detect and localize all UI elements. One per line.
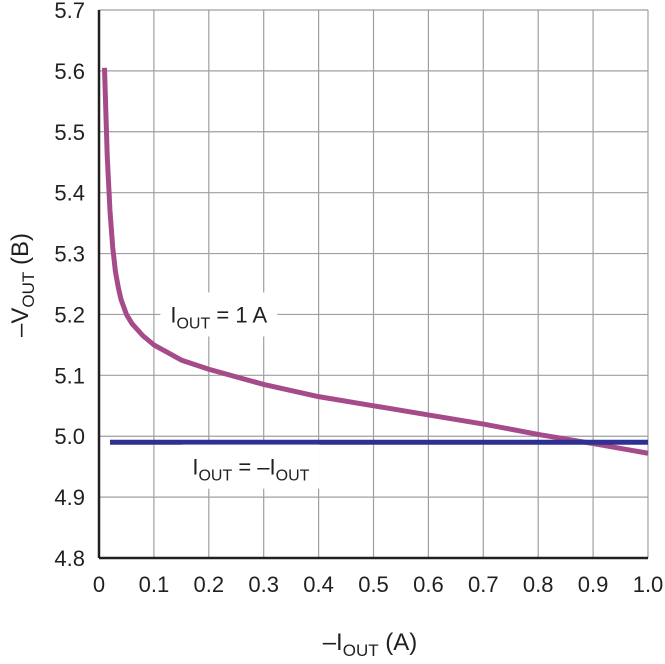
annotation-2: IOUT = –IOUT xyxy=(182,444,320,489)
series-lines xyxy=(101,67,649,456)
y-tick-label: 4.9 xyxy=(54,485,85,510)
y-tick-label: 5.3 xyxy=(54,242,85,267)
x-tick-label: 0.6 xyxy=(413,572,444,597)
x-tick-label: 0.5 xyxy=(358,572,389,597)
x-tick-label: 0.2 xyxy=(194,572,225,597)
y-axis-label-unit: (B) xyxy=(7,233,34,272)
x-tick-label: 1.0 xyxy=(633,572,664,597)
annotations: IOUT = 1 A IOUT = –IOUT xyxy=(160,292,320,489)
annotation-background xyxy=(160,292,278,337)
y-axis-label: –VOUT (B) xyxy=(7,233,38,337)
grid-lines xyxy=(99,9,649,558)
x-tick-label: 0.8 xyxy=(523,572,554,597)
tick-labels: 0 0.1 0.2 0.3 0.4 0.5 0.6 0.7 0.8 0.9 1.0 4.8 4.9 5.0… xyxy=(54,0,663,597)
x-axis-label-unit: (A) xyxy=(379,629,418,656)
y-axis-label-main: –V xyxy=(7,308,34,337)
axes xyxy=(97,10,648,560)
annotation-background xyxy=(182,444,320,489)
y-tick-label: 4.8 xyxy=(54,546,85,571)
y-tick-label: 5.0 xyxy=(54,424,85,449)
x-axis-label-main: –I xyxy=(323,629,343,656)
x-tick-label: 0.7 xyxy=(468,572,499,597)
x-tick-label: 0.3 xyxy=(248,572,279,597)
y-tick-label: 5.4 xyxy=(54,181,85,206)
annotation-1: IOUT = 1 A xyxy=(160,292,278,337)
y-tick-label: 5.6 xyxy=(54,59,85,84)
y-tick-label: 5.1 xyxy=(54,363,85,388)
x-tick-label: 0.9 xyxy=(578,572,609,597)
annotation-text: IOUT = 1 A xyxy=(170,302,267,332)
x-axis-label-sub: OUT xyxy=(343,641,379,660)
y-tick-label: 5.2 xyxy=(54,302,85,327)
x-axis-label: –IOUT (A) xyxy=(323,629,418,660)
series-line-1 xyxy=(101,67,649,456)
x-tick-label: 0.1 xyxy=(139,572,170,597)
y-tick-label: 5.7 xyxy=(54,0,85,23)
x-tick-label: 0.4 xyxy=(303,572,334,597)
x-tick-label: 0 xyxy=(93,572,105,597)
y-tick-label: 5.5 xyxy=(54,120,85,145)
y-axis-label-sub: OUT xyxy=(19,272,38,308)
annotation-text: IOUT = –IOUT xyxy=(192,455,309,485)
